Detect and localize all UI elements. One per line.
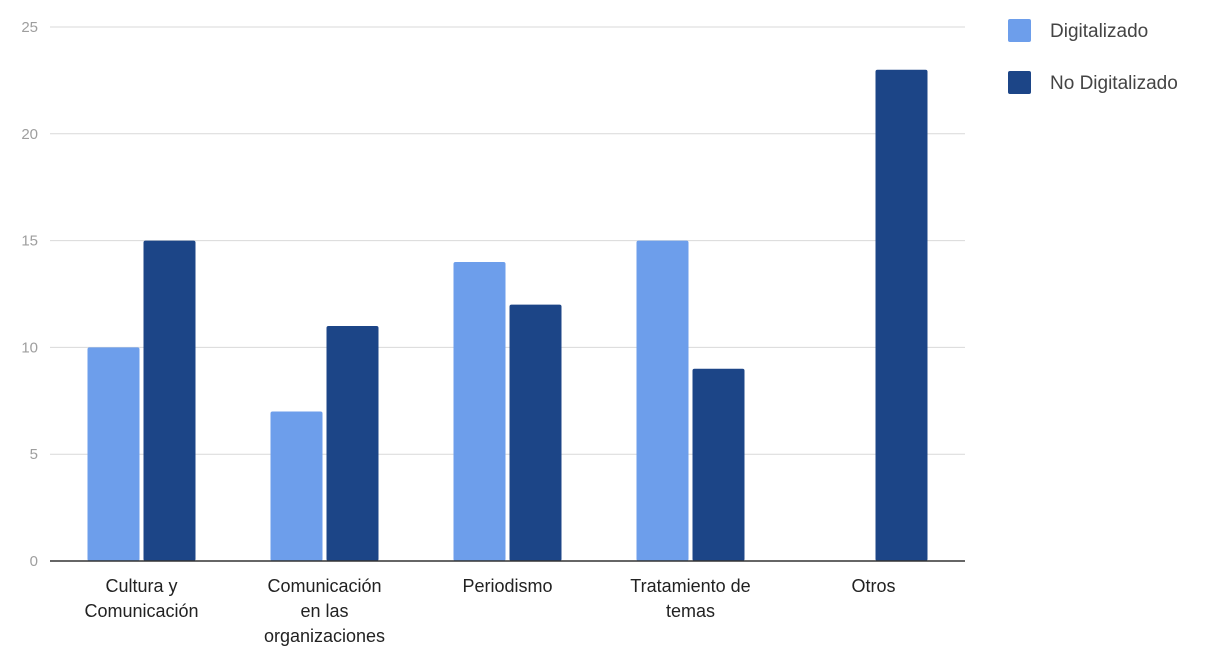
x-category-label-line: organizaciones — [264, 626, 385, 646]
x-category-label: Cultura y Comunicación — [84, 576, 198, 621]
bar-digitalizado-2 — [453, 261, 506, 561]
x-category-label-line: Cultura y — [105, 576, 177, 596]
legend: Digitalizado No Digitalizado — [1008, 19, 1178, 94]
x-category-label: Comunicación en las organizaciones — [264, 576, 385, 646]
y-tick-label: 5 — [30, 446, 38, 463]
x-category-label-line: Otros — [851, 576, 895, 596]
bar-digitalizado-0 — [87, 347, 140, 561]
legend-swatch — [1008, 19, 1031, 42]
x-category-label: Otros — [851, 576, 895, 596]
x-category-label-line: Periodismo — [462, 576, 552, 596]
x-category-label: Tratamiento de temas — [630, 576, 750, 621]
x-category-label-line: Comunicación — [84, 601, 198, 621]
legend-label: No Digitalizado — [1050, 73, 1178, 94]
x-category-label: Periodismo — [462, 576, 552, 596]
legend-label: Digitalizado — [1050, 21, 1148, 42]
x-category-label-line: temas — [666, 601, 715, 621]
bar-no-digitalizado-0 — [143, 240, 196, 561]
x-category-label-line: en las — [300, 601, 348, 621]
x-category-label-line: Comunicación — [267, 576, 381, 596]
bars — [87, 69, 928, 561]
bar-digitalizado-3 — [636, 240, 689, 561]
bar-no-digitalizado-2 — [509, 304, 562, 561]
y-axis-ticks: 0 5 10 15 20 25 — [21, 19, 38, 570]
y-tick-label: 20 — [21, 126, 38, 143]
legend-swatch — [1008, 71, 1031, 94]
gridlines — [50, 26, 965, 455]
y-tick-label: 0 — [30, 553, 38, 570]
bar-no-digitalizado-1 — [326, 326, 379, 561]
x-category-label-line: Tratamiento de — [630, 576, 750, 596]
y-tick-label: 15 — [21, 233, 38, 250]
bar-no-digitalizado-4 — [875, 69, 928, 561]
y-tick-label: 10 — [21, 339, 38, 356]
x-axis-labels: Cultura y Comunicación Comunicación en las o… — [84, 576, 895, 646]
y-tick-label: 25 — [21, 19, 38, 36]
bar-digitalizado-1 — [270, 411, 323, 561]
bar-no-digitalizado-3 — [692, 368, 745, 561]
